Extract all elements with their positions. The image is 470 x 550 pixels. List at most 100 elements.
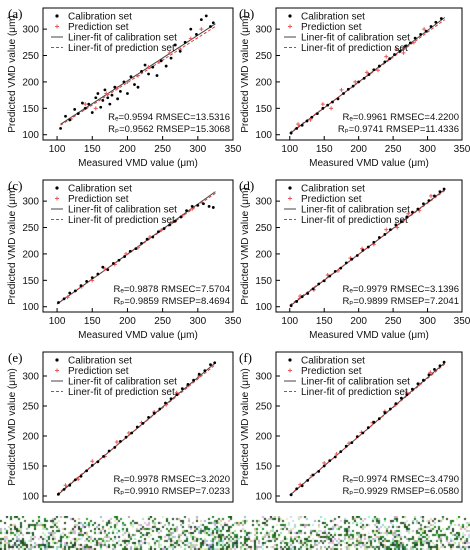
calibration-point <box>351 84 355 88</box>
x-tick-label: 200 <box>350 316 367 327</box>
calibration-point <box>140 69 143 73</box>
prediction-point <box>428 370 433 375</box>
calibration-point <box>158 407 162 411</box>
calibration-point <box>151 235 155 239</box>
prediction-point <box>411 40 416 45</box>
panel-label: (b) <box>239 6 254 21</box>
x-tick-label: 200 <box>350 144 367 155</box>
prediction-point <box>395 225 400 230</box>
calibration-point <box>113 446 117 449</box>
calibration-point <box>111 262 115 265</box>
calibration-point <box>398 49 402 53</box>
x-tick-label: 250 <box>154 316 171 327</box>
legend-marker-prediction <box>288 24 292 29</box>
calibration-point <box>103 88 107 92</box>
calibration-point <box>152 411 156 415</box>
legend-label: Liner-fit of calibration set <box>301 33 410 44</box>
calibration-point <box>434 20 438 24</box>
y-tick-label: 100 <box>22 130 39 141</box>
y-axis-title: Predicted VMD value (μm) <box>7 187 18 304</box>
calibration-point <box>408 41 412 45</box>
x-tick-label: 100 <box>49 144 66 155</box>
x-tick-label: 250 <box>385 144 402 155</box>
calibration-point <box>326 103 330 107</box>
panel-label: (f) <box>239 350 252 365</box>
calibration-point <box>388 228 392 232</box>
prediction-point <box>375 68 380 73</box>
calibration-point <box>106 96 110 100</box>
calibration-point <box>119 440 122 443</box>
legend-label: Calibration set <box>301 12 365 23</box>
plot-frame <box>275 179 463 313</box>
calibration-point <box>197 372 201 376</box>
calibration-point <box>107 449 111 453</box>
y-tick-label: 100 <box>255 302 272 313</box>
legend-label: Calibration set <box>68 184 132 195</box>
y-axis-title: Predicted VMD value (μm) <box>7 368 18 485</box>
calibration-point <box>87 102 91 106</box>
calibration-point <box>140 241 143 245</box>
calibration-point <box>438 364 442 368</box>
calibration-point <box>411 387 414 391</box>
x-tick-label: 250 <box>154 144 171 155</box>
calibration-point <box>357 80 361 84</box>
prediction-point <box>296 122 301 127</box>
y-axis-title: Predicted VMD value (μm) <box>7 15 18 132</box>
legend-marker-calibration <box>55 186 59 190</box>
y-axis-title: Predicted VMD value (μm) <box>240 368 251 485</box>
prediction-point <box>298 482 303 487</box>
x-tick-label: 350 <box>225 316 242 327</box>
calibration-point <box>305 119 309 123</box>
calibration-point <box>350 257 354 261</box>
calibration-point <box>207 205 211 208</box>
stats-annotation: Rₚ=0.9859 RMSEP=8.4694 <box>113 296 230 307</box>
plot-frame <box>42 179 234 313</box>
calibration-point <box>372 240 376 244</box>
y-tick-label: 200 <box>255 249 272 260</box>
calibration-point <box>295 126 299 130</box>
calibration-point <box>108 102 112 106</box>
legend-marker-prediction <box>55 368 59 373</box>
calibration-point <box>116 97 119 101</box>
calibration-point <box>322 464 326 468</box>
calibration-point <box>68 483 72 487</box>
prediction-point <box>125 79 130 84</box>
calibration-point <box>179 215 183 219</box>
y-axis-title: Predicted VMD value (μm) <box>240 15 251 132</box>
stats-annotation: Rₑ=0.9978 RMSEC=3.2020 <box>113 474 230 485</box>
prediction-point <box>322 461 327 465</box>
calibration-point <box>442 360 446 364</box>
calibration-point <box>383 411 387 414</box>
calibration-point <box>336 97 340 101</box>
plot-frame <box>42 7 234 141</box>
calibration-point <box>333 455 337 459</box>
calibration-point <box>186 383 190 386</box>
y-tick-label: 200 <box>255 77 272 88</box>
y-axis-title: Predicted VMD value (μm) <box>240 187 251 304</box>
prediction-point <box>124 251 129 256</box>
legend-marker-prediction <box>288 196 292 201</box>
calibration-point <box>199 18 203 22</box>
calibration-point <box>433 194 436 198</box>
calibration-point <box>151 65 155 69</box>
legend-label: Liner-fit of calibration set <box>301 205 410 216</box>
calibration-point <box>136 85 140 89</box>
calibration-point <box>372 420 376 424</box>
calibration-point <box>164 401 167 405</box>
legend-label: Prediction set <box>68 22 129 33</box>
y-tick-label: 150 <box>22 462 39 473</box>
legend-marker-calibration <box>288 14 292 18</box>
legend-label: Liner-fit of prediction set <box>301 43 408 54</box>
plot-area <box>289 187 446 308</box>
chart-panel-1: (b) 100 150 200 250 300 100 150 200 250 300 350 Pred… <box>239 6 470 169</box>
calibration-point <box>73 107 77 111</box>
calibration-point <box>81 101 84 105</box>
calibration-point <box>133 83 136 86</box>
y-tick-label: 150 <box>255 104 272 115</box>
prediction-point <box>320 102 325 107</box>
legend-label: Liner-fit of prediction set <box>301 387 408 398</box>
calibration-point <box>90 111 94 114</box>
prediction-point <box>63 483 68 488</box>
calibration-point <box>413 36 417 40</box>
calibration-point <box>128 249 132 253</box>
